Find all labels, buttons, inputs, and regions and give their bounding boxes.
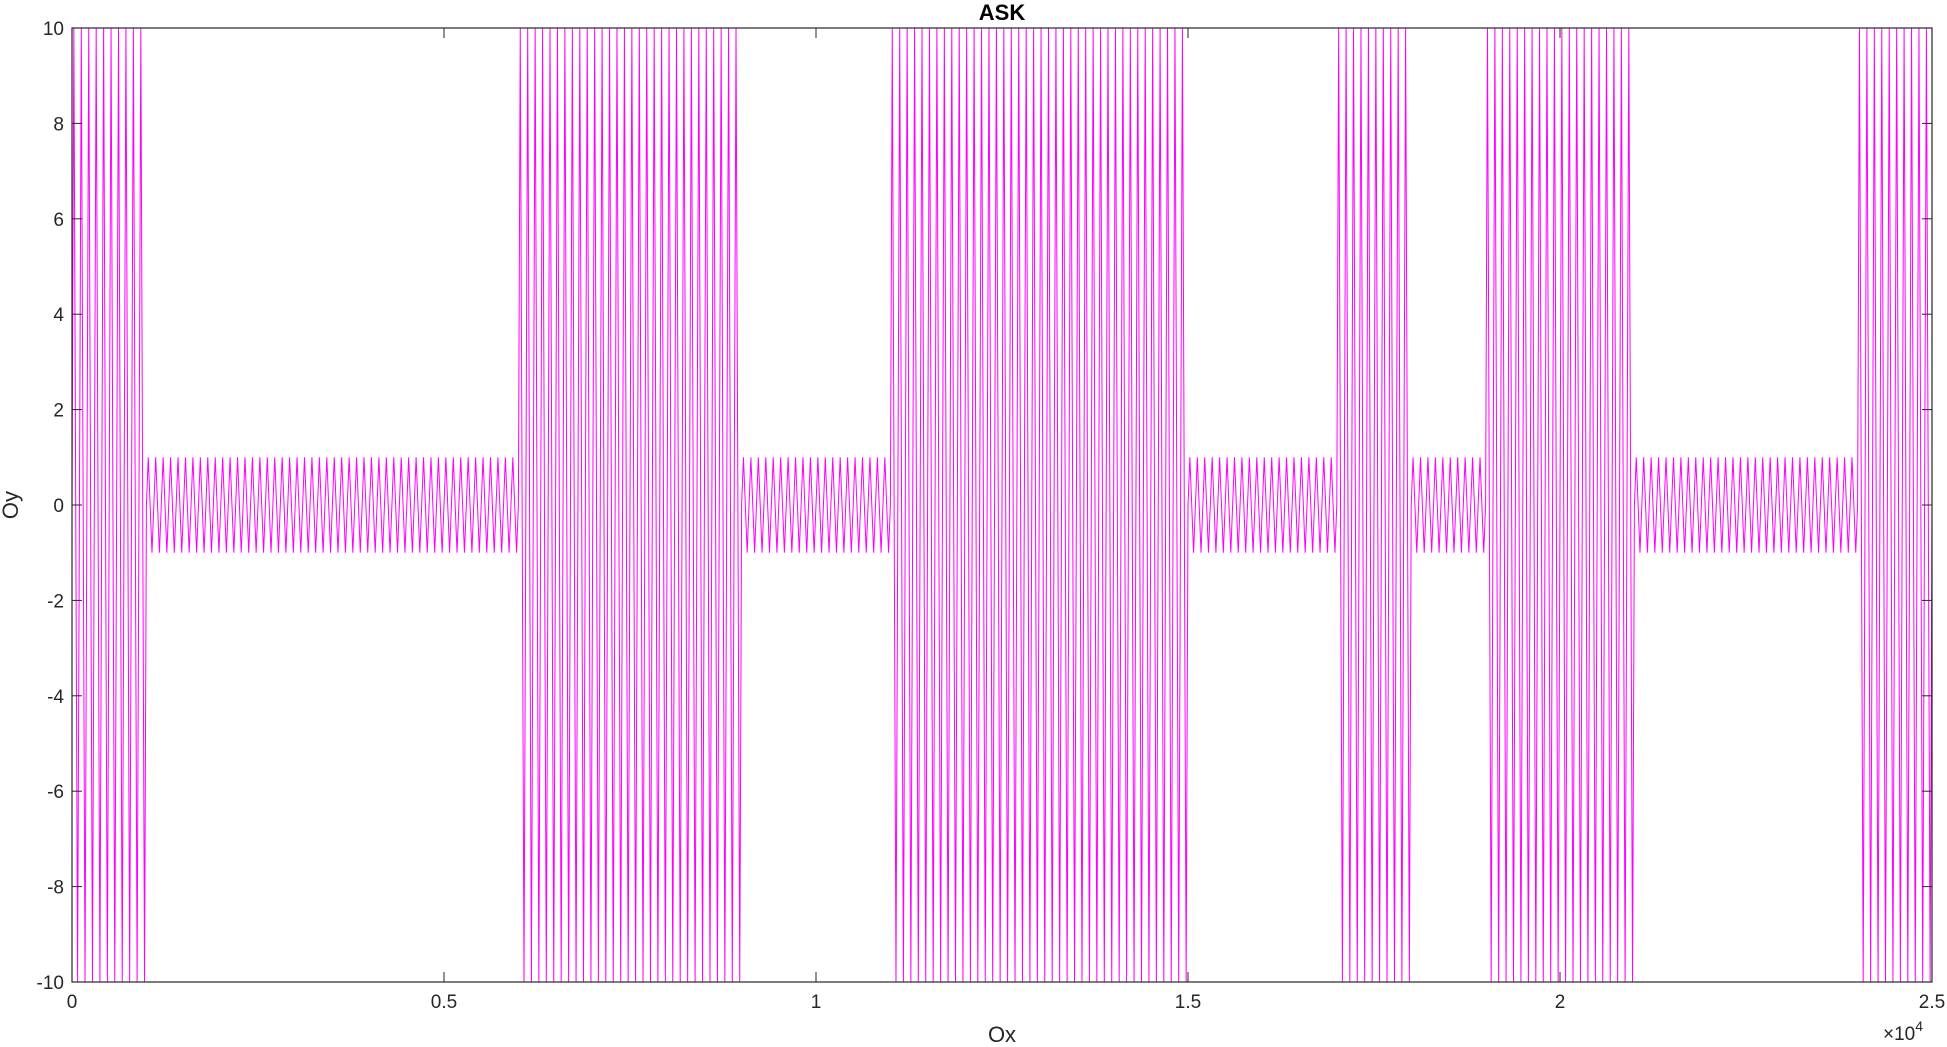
x-tick-label: 0.5 xyxy=(431,992,457,1013)
x-axis: 0 0.5 1 1.5 2 2.5 xyxy=(67,28,1945,1013)
y-tick-label: 0 xyxy=(53,496,64,517)
y-tick-label: -10 xyxy=(37,973,64,994)
x-tick-label: 2.5 xyxy=(1919,992,1945,1013)
y-tick-label: -6 xyxy=(47,782,64,803)
y-tick-label: 4 xyxy=(53,305,64,326)
y-tick-label: 6 xyxy=(53,210,64,231)
y-tick-label: 2 xyxy=(53,401,64,422)
x-tick-label: 2 xyxy=(1555,992,1566,1013)
x-exponent-label: ×104 xyxy=(1883,1018,1923,1045)
x-tick-label: 1.5 xyxy=(1175,992,1201,1013)
y-tick-label: -4 xyxy=(47,687,64,708)
y-tick-label: 8 xyxy=(53,114,64,135)
x-tick-label: 0 xyxy=(67,992,78,1013)
y-axis: -10 -8 -6 -4 -2 0 2 4 6 8 10 xyxy=(37,19,1932,994)
y-tick-label: -2 xyxy=(47,591,64,612)
y-axis-label: Oy xyxy=(0,491,23,519)
y-tick-label: 10 xyxy=(43,19,64,40)
chart-title: ASK xyxy=(979,0,1026,25)
y-tick-label: -8 xyxy=(47,878,64,899)
x-tick-label: 1 xyxy=(811,992,822,1013)
x-exponent-power: 4 xyxy=(1915,1018,1923,1034)
x-exponent-base: ×10 xyxy=(1883,1024,1915,1045)
x-axis-label: Ox xyxy=(988,1022,1016,1047)
